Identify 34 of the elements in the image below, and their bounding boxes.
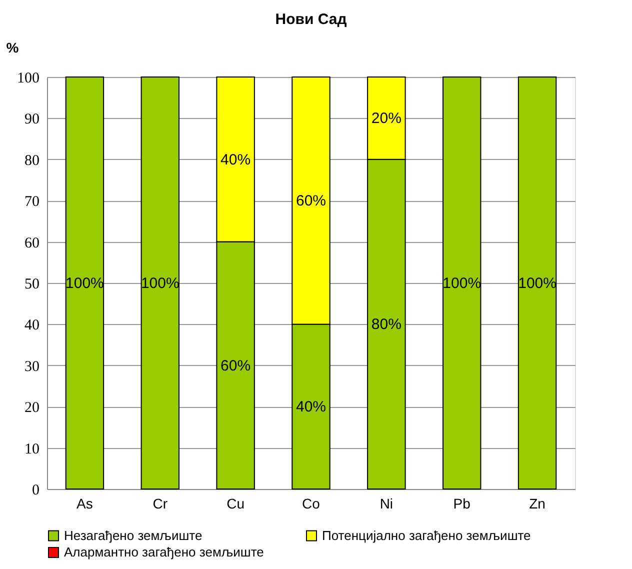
- y-tick-label: 0: [32, 482, 40, 498]
- data-label: 100%: [140, 275, 180, 292]
- bar: [518, 76, 557, 490]
- chart-title: Нови Сад: [275, 11, 348, 28]
- legend-label: Алармантно загађено земљиште: [64, 544, 264, 560]
- data-label: 20%: [371, 110, 402, 128]
- legend-label: Незагађено земљиште: [64, 528, 202, 543]
- y-tick-label: 70: [24, 194, 40, 210]
- x-tick-label: Co: [302, 496, 320, 512]
- y-tick-label: 10: [24, 441, 40, 458]
- x-tick-label: Cr: [152, 496, 168, 512]
- data-label: 60%: [296, 192, 326, 210]
- data-label: 80%: [371, 316, 402, 334]
- data-label: 40%: [296, 398, 326, 416]
- x-tick-label: Ni: [380, 496, 394, 512]
- y-tick-label: 20: [24, 400, 40, 416]
- y-tick-label: 90: [24, 112, 40, 128]
- y-tick-label: 50: [24, 276, 40, 292]
- x-tick-label: Pb: [453, 496, 471, 512]
- x-tick-label: As: [76, 496, 93, 512]
- legend-label: Потенцијално загађено земљиште: [322, 528, 531, 543]
- y-tick-label: 100: [17, 70, 40, 86]
- x-tick-label: Cu: [226, 496, 245, 512]
- y-tick-label: 40: [24, 318, 40, 334]
- bar: [65, 76, 104, 490]
- y-tick-label: 60: [24, 235, 40, 252]
- y-axis-title: %: [6, 40, 20, 56]
- bar: [140, 76, 180, 490]
- y-tick-label: 30: [24, 358, 40, 375]
- data-label: 60%: [220, 357, 251, 374]
- y-tick-label: 80: [24, 152, 40, 169]
- data-label: 40%: [220, 151, 251, 168]
- bar: [442, 76, 482, 490]
- x-tick-label: Zn: [529, 496, 546, 512]
